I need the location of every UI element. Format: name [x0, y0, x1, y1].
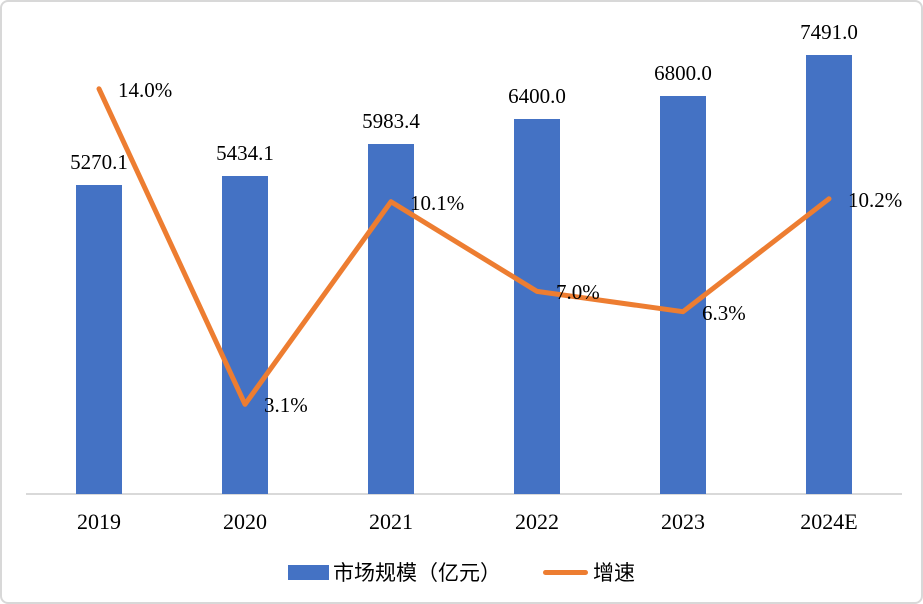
bar-value-label: 5270.1: [70, 150, 128, 175]
x-axis-label: 2024E: [800, 509, 858, 534]
legend-line-label: 增速: [593, 562, 635, 585]
bar-2019: [76, 185, 122, 494]
growth-value-label: 3.1%: [264, 393, 308, 417]
x-axis-label: 2019: [77, 509, 121, 534]
bar-value-label: 6400.0: [508, 84, 566, 109]
legend-bar-swatch-icon: [288, 564, 329, 580]
growth-value-label: 6.3%: [702, 301, 746, 325]
growth-value-label: 7.0%: [556, 280, 600, 304]
bar-2020: [222, 175, 268, 494]
growth-value-label: 10.2%: [848, 188, 903, 212]
bar-2024E: [806, 55, 852, 494]
legend-bar-label: 市场规模（亿元）: [333, 562, 501, 585]
x-axis-label: 2022: [515, 509, 559, 534]
x-axis-label: 2020: [223, 509, 267, 534]
legend-line-swatch-icon: [543, 569, 588, 575]
legend: 市场规模（亿元） 增速: [2, 558, 921, 586]
growth-value-label: 14.0%: [118, 78, 173, 102]
x-axis-label: 2021: [369, 509, 413, 534]
growth-line-path: [96, 86, 832, 407]
x-axis-line: [26, 493, 902, 495]
bar-2023: [660, 95, 706, 494]
x-axis-label: 2023: [661, 509, 705, 534]
bar-value-label: 5983.4: [362, 108, 420, 133]
bar-2022: [514, 119, 560, 494]
growth-value-label: 10.1%: [410, 191, 465, 215]
bar-value-label: 5434.1: [216, 140, 274, 165]
bar-value-label: 6800.0: [654, 60, 712, 85]
bar-value-label: 7491.0: [800, 20, 858, 45]
bar-2021: [368, 143, 414, 494]
